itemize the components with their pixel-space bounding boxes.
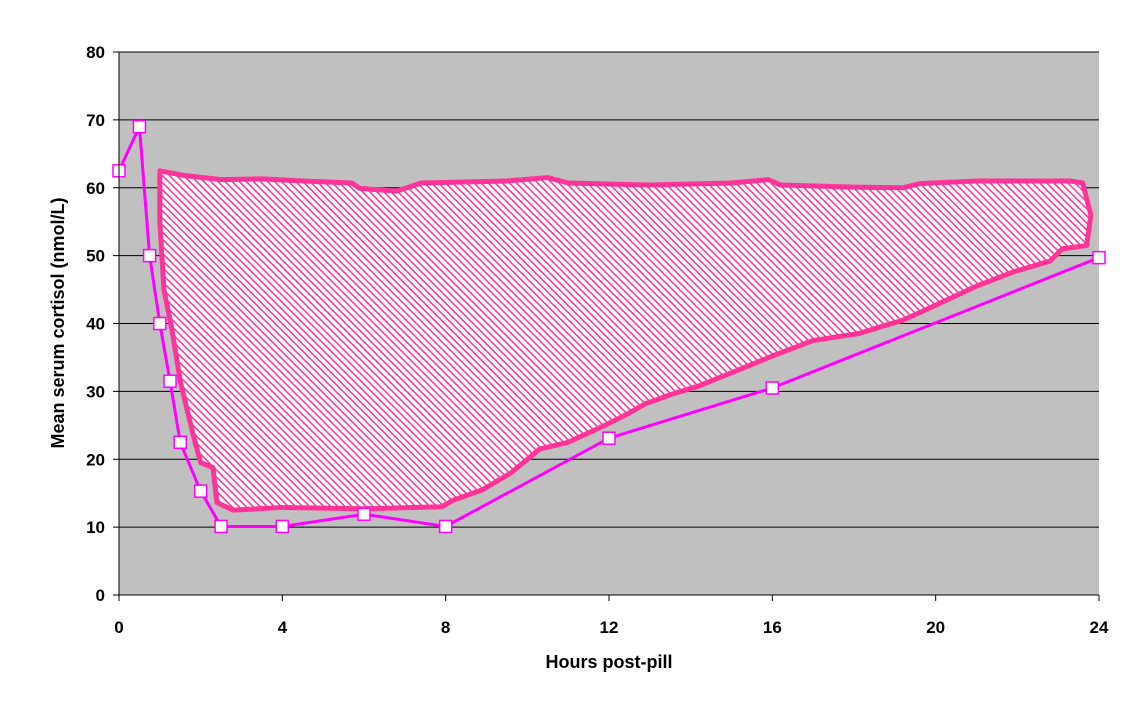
shaded-region bbox=[157, 168, 1094, 513]
y-tick-label: 0 bbox=[96, 586, 105, 605]
y-tick-label: 10 bbox=[86, 518, 105, 537]
series-layer bbox=[112, 119, 1106, 534]
y-tick-label: 70 bbox=[86, 111, 105, 130]
series-line bbox=[117, 120, 1100, 529]
y-tick-label: 40 bbox=[86, 315, 105, 334]
data-point-marker bbox=[163, 374, 177, 388]
x-tick-label: 0 bbox=[114, 618, 123, 637]
x-tick-label: 20 bbox=[926, 618, 945, 637]
data-point-marker bbox=[1092, 250, 1106, 265]
data-point-marker bbox=[142, 248, 157, 263]
data-point-marker bbox=[173, 435, 187, 450]
x-tick-label: 8 bbox=[441, 618, 450, 637]
data-point-marker bbox=[602, 431, 616, 445]
x-tick-label: 4 bbox=[278, 618, 288, 637]
data-point-marker bbox=[438, 519, 453, 534]
y-tick-label: 50 bbox=[86, 247, 105, 266]
y-axis-ticks: 0 10 20 30 40 50 60 70 80 bbox=[86, 43, 119, 605]
y-tick-label: 60 bbox=[86, 179, 105, 198]
x-tick-label: 24 bbox=[1090, 618, 1109, 637]
x-tick-label: 12 bbox=[600, 618, 619, 637]
x-axis-ticks: 0 4 8 12 16 20 24 bbox=[114, 595, 1109, 637]
data-point-marker bbox=[193, 484, 208, 498]
data-point-marker bbox=[132, 119, 147, 134]
data-point-marker bbox=[357, 507, 371, 521]
data-point-marker bbox=[214, 519, 228, 534]
y-axis-title: Mean serum cortisol (nmol/L) bbox=[48, 197, 68, 448]
y-tick-label: 20 bbox=[86, 450, 105, 469]
x-axis-title: Hours post-pill bbox=[546, 652, 673, 672]
y-tick-label: 80 bbox=[86, 43, 105, 62]
data-point-marker bbox=[765, 381, 780, 395]
x-tick-label: 16 bbox=[763, 618, 782, 637]
data-point-marker bbox=[153, 316, 167, 331]
y-tick-label: 30 bbox=[86, 382, 105, 401]
shaded-region-layer bbox=[157, 168, 1094, 513]
data-point-marker bbox=[275, 519, 290, 534]
